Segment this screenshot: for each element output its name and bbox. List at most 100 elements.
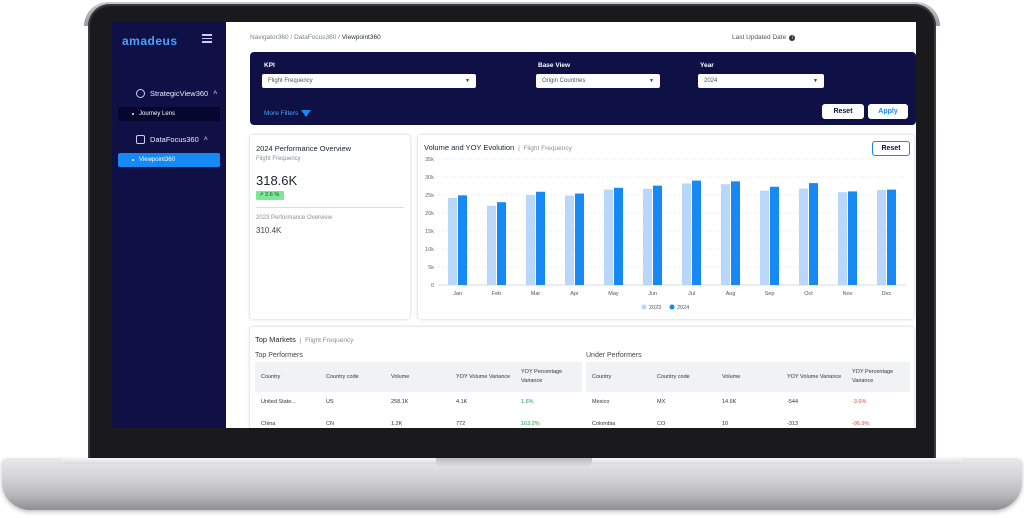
table-cell: 14.6K [722,399,737,405]
bar-2023-oct [799,188,808,285]
breadcrumb-item[interactable]: DataFocus360 [294,34,337,41]
bar-2024-jul [692,180,701,285]
bar-2023-may [604,189,613,285]
bar-2024-aug [731,181,740,285]
bar-2023-feb [487,205,496,285]
sidebar-group-datafocus360[interactable]: DataFocus360 ˄ [136,135,208,144]
more-filters-label: More Filters [264,110,299,117]
year-select[interactable]: 2024 ▼ [698,74,824,88]
kpi-select[interactable]: Flight Frequency ▼ [262,74,476,88]
kpi-label: KPI [264,62,275,69]
sidebar-item-viewpoint360[interactable]: Viewpoint360 [118,153,220,167]
x-tick-label: Jan [453,291,462,297]
bar-2024-feb [497,202,506,285]
x-tick-label: Jul [688,291,695,297]
bar-2023-apr [565,195,574,285]
column-header[interactable]: YOY Volume Variance [787,373,842,380]
chart-reset-button[interactable]: Reset [872,141,910,156]
x-tick-label: Jun [648,291,657,297]
table-cell: CN [326,421,334,427]
x-tick-label: Aug [726,291,736,297]
column-header[interactable]: Volume [722,373,741,380]
change-value: 2.6 % [265,192,280,198]
bar-2023-jun [643,188,652,285]
column-header[interactable]: Country [592,373,612,380]
column-header[interactable]: YOY Volume Variance [456,373,511,380]
last-updated-label: Last Updated Date [732,34,787,41]
y-tick-label: 25k [425,193,434,199]
markets-title-text: Top Markets [255,335,296,344]
y-tick-label: 5k [428,265,434,271]
bar-2023-sep [760,190,769,285]
breadcrumb-current: Viewpoint360 [341,34,381,41]
table-cell: -313 [787,421,799,427]
legend-marker-2024 [669,304,675,310]
breadcrumb-item[interactable]: Navigator360 [250,34,289,41]
table-cell: 1.6% [521,399,534,405]
legend-marker-2023 [641,304,647,310]
bullet-icon [132,159,134,161]
caret-down-icon: ▼ [465,78,470,84]
y-tick-label: 10k [425,247,434,253]
table-cell: China [261,421,276,427]
bar-2023-mar [526,195,535,285]
volume-bar-chart: 0 5k 10k 15k 20k 25k 30k 35k Jan Feb Mar Apr May Jun J… [425,157,906,311]
base-view-select[interactable]: Origin Countries ▼ [536,74,660,88]
sidebar-group-strategicview360[interactable]: StrategicView360 ˄ [136,89,217,98]
volume-chart-card: Volume and YOY Evolution | Flight Freque… [418,135,914,319]
app-screen: amadeus StrategicView360 ˄ Journey Lens … [112,22,916,428]
sidebar-item-journey-lens[interactable]: Journey Lens [118,107,220,121]
bar-2024-nov [848,191,857,285]
year-label: Year [700,62,714,69]
table-cell: -3.6% [852,399,867,405]
bar-2024-apr [575,193,584,285]
bar-2024-jan [458,195,467,285]
bar-2023-aug [721,184,730,285]
table-cell: -96.9% [852,421,870,427]
table-cell: 1.2K [391,421,403,427]
top-performers-title: Top Performers [255,352,303,359]
chart-title: Volume and YOY Evolution | Flight Freque… [424,143,572,152]
x-tick-label: Sep [765,291,775,297]
bar-2024-mar [536,191,545,285]
kpi-value: Flight Frequency [268,78,313,84]
table-cell: Mexico [592,399,610,405]
bar-2023-dec [877,189,886,285]
chart-subtitle: Flight Frequency [523,145,572,152]
menu-collapse-icon[interactable] [202,34,212,43]
column-header[interactable]: Country code [657,373,690,380]
monitor-icon [136,135,145,144]
column-header[interactable]: Country [261,373,281,380]
divider [256,207,404,208]
table-cell: United State... [261,399,296,405]
amadeus-logo: amadeus [122,34,178,48]
bar-2024-dec [887,189,896,285]
table-cell: 163.2% [521,421,540,427]
legend-label: 2023 [649,305,661,311]
sidebar-item-label: Viewpoint360 [139,157,175,163]
x-tick-label: Dec [882,291,892,297]
table-cell: US [326,399,334,405]
base-view-value: Origin Countries [542,78,586,84]
table-cell: 4.1K [456,399,468,405]
column-header[interactable]: Volume [391,373,410,380]
previous-value: 310.4K [256,226,282,235]
column-header[interactable]: YOY Percentage Variance [521,369,563,384]
filter-apply-button[interactable]: Apply [868,104,908,119]
laptop-notch [436,458,592,468]
x-tick-label: Apr [570,291,579,297]
table-cell: -544 [787,399,799,405]
bar-2024-jun [653,185,662,285]
column-header[interactable]: YOY Percentage Variance [852,369,894,384]
x-tick-label: Oct [804,291,813,297]
bar-2023-jan [448,197,457,285]
filter-reset-button[interactable]: Reset [822,104,864,119]
under-performers-header: Country Country code Volume YOY Volume V… [586,362,910,392]
more-filters-button[interactable]: More Filters [264,110,312,117]
column-header[interactable]: Country code [326,373,359,380]
chevron-up-icon: ˄ [213,90,218,97]
bar-2024-may [614,187,623,285]
info-icon[interactable]: i [789,34,796,41]
y-tick-label: 15k [425,229,434,235]
sidebar-group-label: StrategicView360 [150,89,209,98]
